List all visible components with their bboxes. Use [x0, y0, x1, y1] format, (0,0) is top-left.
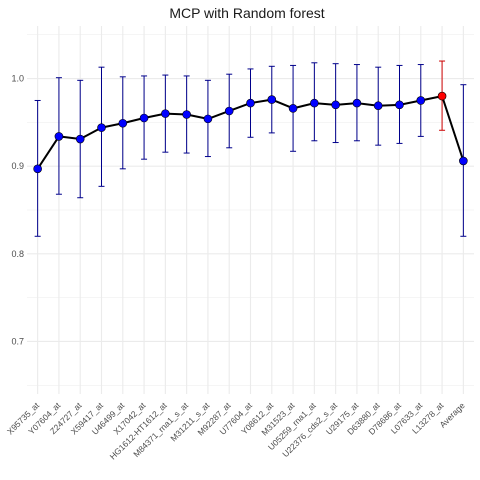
chart-title: MCP with Random forest [169, 5, 324, 21]
y-axis-ticks: 0.7 0.8 0.9 1.0 [11, 74, 24, 347]
data-point [119, 119, 127, 127]
data-point [459, 157, 467, 165]
data-point [268, 96, 276, 104]
highlighted-data-point [438, 92, 446, 100]
data-point [289, 104, 297, 112]
data-point [332, 101, 340, 109]
data-point [310, 99, 318, 107]
data-point [374, 102, 382, 110]
data-point [204, 115, 212, 123]
data-point [417, 96, 425, 104]
y-tick-label: 0.8 [11, 249, 24, 259]
data-point [396, 101, 404, 109]
x-axis-ticks: X95735_atY07604_atZ24727_atX59417_atU464… [5, 400, 467, 462]
data-point [140, 114, 148, 122]
data-point [34, 165, 42, 173]
data-point [353, 99, 361, 107]
data-point [183, 110, 191, 118]
y-tick-label: 0.9 [11, 161, 24, 171]
data-point [247, 99, 255, 107]
data-point [98, 124, 106, 132]
data-point [55, 132, 63, 140]
y-tick-label: 0.7 [11, 336, 24, 346]
data-point [161, 110, 169, 118]
data-point [76, 135, 84, 143]
y-tick-label: 1.0 [11, 74, 24, 84]
data-point [225, 107, 233, 115]
